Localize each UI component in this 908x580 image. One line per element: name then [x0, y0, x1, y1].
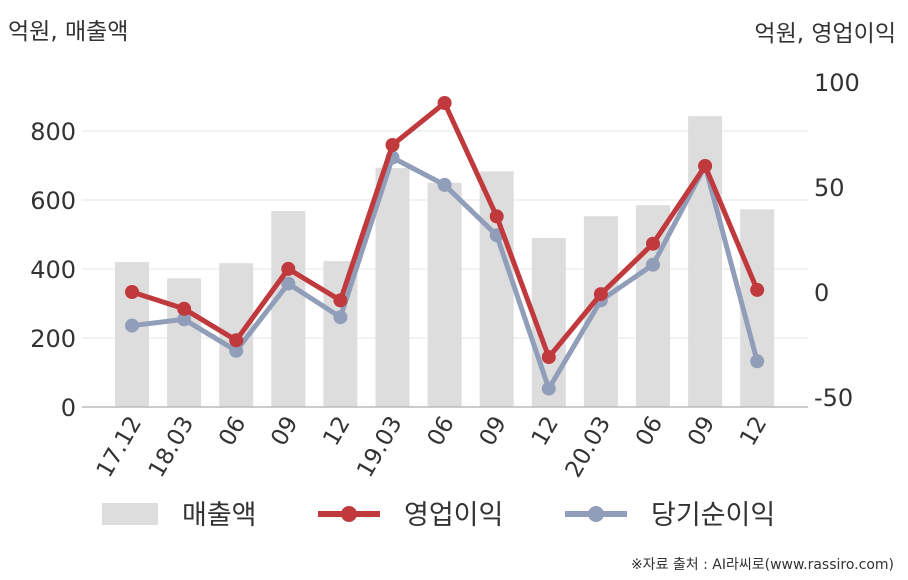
bar — [115, 262, 149, 407]
x-tick-label: 12 — [318, 412, 355, 450]
data-point — [333, 293, 348, 308]
left-y-axis: 0 200 400 600 800 — [30, 118, 76, 422]
right-tick-label: 100 — [814, 69, 860, 97]
data-point — [541, 381, 556, 396]
x-tick-label: 18.03 — [144, 412, 199, 482]
legend-marker — [588, 506, 604, 522]
legend-marker — [341, 506, 357, 522]
data-point — [177, 301, 192, 316]
data-point — [177, 312, 192, 327]
left-tick-label: 800 — [30, 118, 76, 146]
bar — [479, 171, 514, 407]
right-y-axis: -50 0 50 100 — [814, 69, 860, 412]
right-tick-label: 50 — [814, 174, 845, 202]
legend: 매출액 영업이익 당기순이익 — [102, 500, 775, 531]
x-tick-label: 09 — [475, 412, 512, 450]
x-tick-label: 12 — [527, 412, 564, 450]
bar — [375, 167, 410, 407]
left-tick-label: 0 — [61, 394, 76, 422]
x-tick-label: 19.03 — [352, 412, 407, 482]
bar — [167, 278, 202, 407]
x-tick-label: 06 — [214, 412, 251, 450]
data-point — [646, 257, 660, 272]
data-point — [698, 159, 713, 173]
left-tick-label: 200 — [30, 325, 76, 353]
legend-label: 당기순이익 — [651, 500, 775, 531]
legend-item: 당기순이익 — [565, 500, 775, 531]
data-point — [385, 138, 400, 152]
right-axis-unit: 억원, 영업이익 — [754, 21, 896, 47]
legend-label: 매출액 — [182, 500, 257, 531]
bar — [427, 182, 462, 407]
data-point — [281, 261, 296, 276]
source-note: ※자료 출처 : AI라씨로(www.rassiro.com) — [630, 557, 894, 573]
x-tick-label: 12 — [735, 412, 772, 450]
data-point — [541, 350, 556, 365]
data-point — [437, 96, 452, 110]
data-point — [125, 318, 139, 333]
legend-item: 매출액 — [102, 500, 257, 531]
left-axis-unit: 억원, 매출액 — [8, 19, 129, 45]
left-tick-label: 600 — [30, 187, 76, 215]
data-point — [333, 310, 348, 325]
data-point — [750, 282, 765, 297]
data-point — [125, 285, 139, 299]
bar — [740, 209, 775, 407]
x-tick-label: 09 — [683, 412, 720, 450]
x-tick-label: 17.12 — [92, 412, 147, 482]
x-tick-label: 09 — [266, 412, 303, 450]
data-point — [281, 276, 296, 291]
right-tick-label: 0 — [814, 279, 829, 307]
x-tick-label: 06 — [631, 412, 668, 450]
data-point — [593, 287, 608, 302]
data-point — [229, 333, 244, 348]
legend-item: 영업이익 — [318, 500, 503, 531]
bar-series — [115, 116, 775, 407]
data-point — [489, 209, 504, 224]
line-series — [125, 96, 765, 396]
x-tick-label: 20.03 — [561, 412, 616, 482]
bar — [271, 211, 306, 407]
left-tick-label: 400 — [30, 256, 76, 284]
data-point — [229, 343, 244, 358]
x-tick-label: 06 — [423, 412, 460, 450]
right-tick-label: -50 — [814, 384, 853, 412]
data-point — [437, 177, 452, 192]
legend-label: 영업이익 — [404, 500, 503, 531]
data-point — [750, 354, 765, 369]
bar — [636, 205, 670, 407]
legend-swatch — [102, 503, 158, 525]
data-point — [646, 236, 660, 251]
